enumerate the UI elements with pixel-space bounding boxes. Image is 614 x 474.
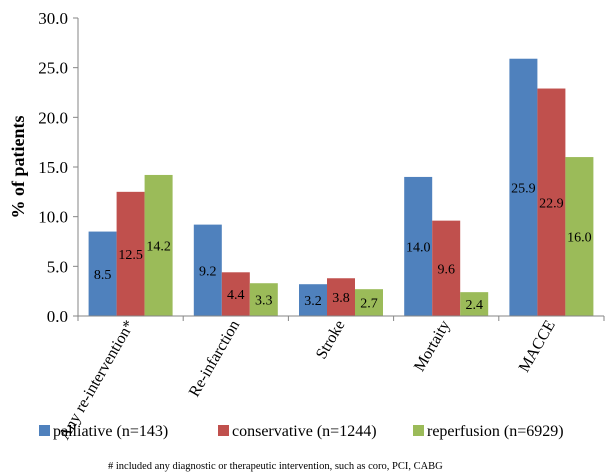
data-label: 9.2 [199, 264, 217, 279]
y-tick-label: 25.0 [38, 59, 68, 78]
bar [404, 176, 433, 316]
data-label: 22.9 [539, 196, 564, 211]
legend: palliative (n=143) conservative (n=1244) r… [39, 423, 564, 440]
data-label: 12.5 [118, 248, 143, 263]
y-tick-label: 15.0 [38, 158, 68, 177]
data-label: 2.7 [360, 297, 378, 312]
bar [355, 289, 383, 316]
data-label: 25.9 [511, 181, 536, 196]
data-label: 16.0 [567, 231, 592, 246]
x-tick-label: Re-infarction [186, 318, 243, 400]
data-label: 3.8 [332, 291, 350, 306]
data-label: 9.6 [437, 262, 455, 277]
legend-swatch [39, 425, 50, 436]
data-label: 4.4 [227, 288, 245, 303]
bar [299, 284, 327, 316]
data-label: 14.2 [146, 239, 171, 254]
bars [88, 58, 594, 317]
data-label: 8.5 [94, 268, 112, 283]
data-label: 2.4 [465, 298, 483, 313]
legend-swatch [413, 425, 424, 436]
data-label: 3.2 [304, 294, 322, 309]
bar [327, 278, 355, 316]
bar [88, 231, 117, 316]
bar [144, 174, 173, 316]
legend-swatch [218, 425, 229, 436]
footnote: # included any diagnostic or therapeutic… [108, 461, 443, 472]
y-axis-title: % of patients [8, 116, 28, 219]
y-axis-ticks: 0.0 5.0 10.0 15.0 20.0 25.0 30.0 [38, 9, 78, 326]
y-tick-label: 5.0 [47, 257, 68, 276]
legend-label: reperfusion (n=6929) [427, 423, 564, 440]
bar [221, 272, 250, 316]
x-tick-label: Stroke [313, 318, 349, 363]
data-label: 14.0 [406, 240, 431, 255]
bar [460, 292, 489, 316]
bar [193, 224, 222, 316]
y-tick-label: 10.0 [38, 208, 68, 227]
y-tick-label: 20.0 [38, 108, 68, 127]
bar [509, 58, 538, 317]
legend-label: conservative (n=1244) [232, 423, 377, 440]
bar [432, 220, 461, 316]
data-labels: 8.5 12.514.2 9.2 4.4 3.3 3.2 3.8 2.7 14.0 9.6 2.4 2… [94, 181, 592, 313]
y-tick-label: 30.0 [38, 9, 68, 28]
x-tick-label: MACCE [516, 318, 559, 376]
bar [537, 88, 566, 316]
x-tick-label: Mortaity [411, 318, 454, 375]
bar [249, 283, 278, 316]
bar [565, 157, 594, 316]
y-tick-label: 0.0 [47, 307, 68, 326]
legend-label: palliative (n=143) [53, 423, 168, 440]
data-label: 3.3 [255, 294, 273, 309]
bar [116, 191, 145, 316]
